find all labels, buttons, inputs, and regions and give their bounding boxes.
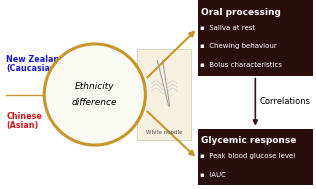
Text: (Caucasian): (Caucasian): [6, 64, 60, 74]
Text: Chinese: Chinese: [6, 112, 42, 121]
Text: (Asian): (Asian): [6, 121, 39, 130]
Text: Glycemic response: Glycemic response: [201, 136, 297, 145]
Text: New Zealander: New Zealander: [6, 55, 75, 64]
Ellipse shape: [44, 44, 145, 145]
Bar: [198, 0, 313, 76]
Bar: [198, 129, 313, 185]
Text: ▪  Chewing behaviour: ▪ Chewing behaviour: [200, 43, 277, 50]
Text: ▪  Peak blood glucose level: ▪ Peak blood glucose level: [200, 153, 295, 159]
Text: difference: difference: [72, 98, 118, 107]
Text: Oral processing: Oral processing: [201, 8, 281, 17]
Text: ▪  Bolus characteristics: ▪ Bolus characteristics: [200, 62, 282, 68]
Bar: [137, 49, 191, 140]
Text: Ethnicity: Ethnicity: [75, 82, 115, 91]
Text: ▪  Saliva at rest: ▪ Saliva at rest: [200, 25, 255, 31]
Text: ▪  IAUC: ▪ IAUC: [200, 172, 226, 178]
Text: White noodle: White noodle: [146, 130, 183, 135]
Text: Correlations: Correlations: [259, 97, 310, 106]
